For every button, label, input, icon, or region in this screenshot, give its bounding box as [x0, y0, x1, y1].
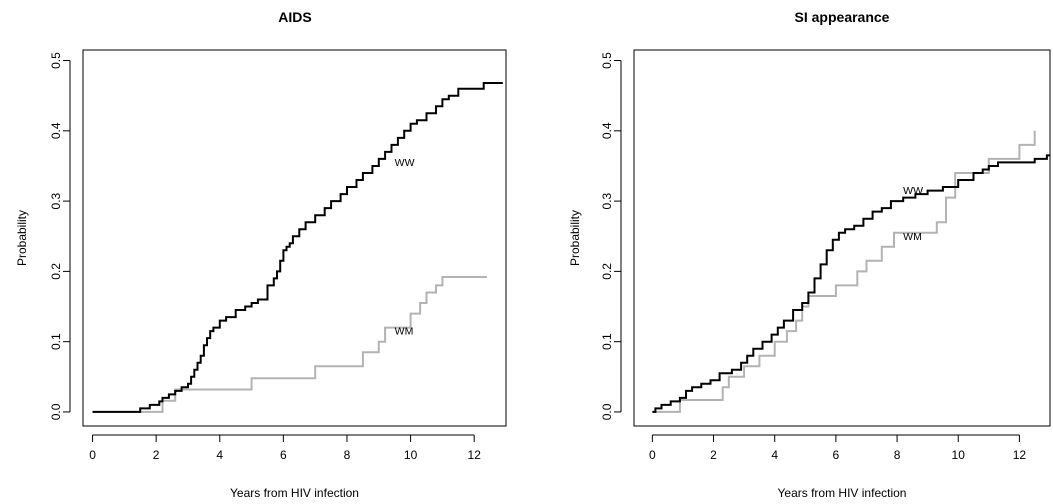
y-tick-label: 0.4 — [49, 122, 63, 139]
x-tick-label: 8 — [344, 448, 351, 462]
y-tick-label: 0.3 — [600, 192, 614, 209]
x-axis-label: Years from HIV infection — [778, 486, 907, 500]
x-tick-label: 4 — [216, 448, 223, 462]
y-tick-label: 0.2 — [49, 263, 63, 280]
x-tick-label: 0 — [649, 448, 656, 462]
x-tick-label: 8 — [894, 448, 901, 462]
x-tick-label: 0 — [89, 448, 96, 462]
series-line-wm — [92, 276, 487, 413]
y-tick-label: 0.5 — [600, 52, 614, 69]
x-tick-label: 12 — [1013, 448, 1027, 462]
x-tick-label: 10 — [404, 448, 418, 462]
panel-aids: AIDS 0 2 4 6 8 10 12 Years from HIV infection 0.0… — [15, 9, 507, 500]
y-tick-label: 0.1 — [600, 333, 614, 350]
chart-title: SI appearance — [795, 9, 890, 25]
series-line-ww — [652, 154, 1050, 413]
y-axis-label: Probability — [568, 210, 582, 266]
plot-frame — [633, 49, 1051, 427]
chart-title: AIDS — [278, 9, 311, 25]
y-tick-label: 0.5 — [49, 52, 63, 69]
series-line-wm — [652, 130, 1036, 413]
series-label-ww: WW — [395, 157, 415, 169]
y-tick-label: 0.4 — [600, 122, 614, 139]
y-tick-label: 0.0 — [49, 403, 63, 420]
x-tick-label: 6 — [280, 448, 287, 462]
x-tick-label: 6 — [833, 448, 840, 462]
x-tick-label: 10 — [952, 448, 966, 462]
plot-frame — [82, 49, 507, 427]
series-label-ww: WW — [903, 185, 923, 197]
series-label-wm: WM — [903, 231, 922, 243]
x-tick-label: 2 — [153, 448, 160, 462]
y-tick-label: 0.3 — [49, 192, 63, 209]
y-tick-label: 0.2 — [600, 263, 614, 280]
y-axis-label: Probability — [15, 210, 29, 266]
x-tick-label: 12 — [468, 448, 482, 462]
series-line-ww — [92, 82, 503, 413]
panel-si-appearance: SI appearance 0 2 4 6 8 10 12 Years from HIV inf… — [568, 9, 1051, 500]
x-tick-label: 2 — [710, 448, 717, 462]
x-axis-label: Years from HIV infection — [230, 486, 359, 500]
y-tick-label: 0.1 — [49, 333, 63, 350]
x-tick-label: 4 — [771, 448, 778, 462]
y-tick-label: 0.0 — [600, 403, 614, 420]
series-label-wm: WM — [395, 326, 414, 338]
